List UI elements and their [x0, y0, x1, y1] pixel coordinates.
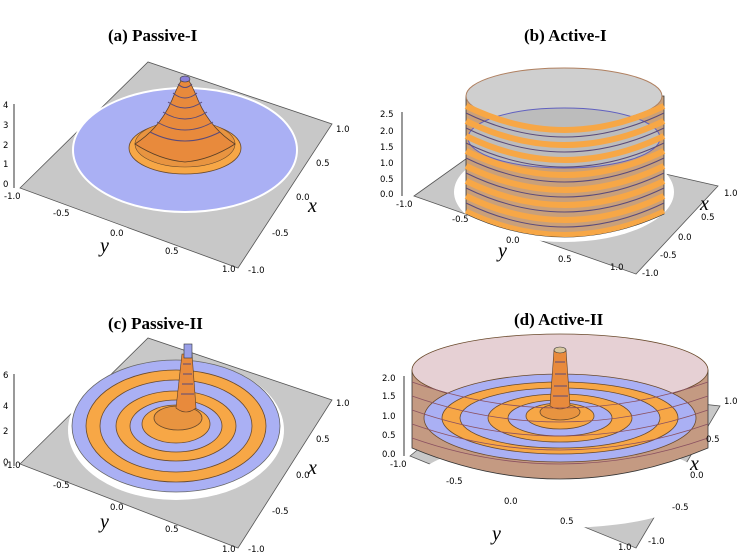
panel-b: (b) Active-I 2.5 2.0 1.5 1.0 0.5 0.0 -1.…: [374, 0, 747, 277]
y-tick: 1.0: [222, 265, 236, 275]
x-tick: 0.5: [316, 435, 330, 445]
z-tick: 1.5: [382, 392, 396, 402]
panel-title: (a) Passive-I: [108, 26, 198, 45]
y-tick: -1.0: [4, 461, 21, 471]
y-axis-label: y: [490, 523, 501, 545]
y-tick: -1.0: [4, 192, 21, 202]
x-tick: 0.0: [690, 471, 704, 481]
z-tick: 2.0: [380, 127, 394, 137]
z-tick: 6: [3, 371, 8, 381]
x-tick: 1.0: [724, 189, 738, 199]
y-tick: 0.0: [504, 497, 518, 507]
z-tick: 4: [3, 101, 8, 111]
x-tick: -1.0: [642, 269, 659, 277]
z-tick: 4: [3, 402, 8, 412]
y-tick: 0.5: [560, 517, 574, 527]
surface-plot-a: 4 3 2 1 0 -1.0 -0.5 0.0 0.5 1.0 y 1.0 0.…: [3, 61, 350, 276]
z-tick: 2: [3, 427, 8, 437]
x-tick: -0.5: [660, 251, 677, 261]
y-tick: 0.0: [110, 503, 124, 513]
y-tick: 0.0: [506, 236, 520, 246]
z-tick: 2.5: [380, 110, 394, 120]
y-tick: -0.5: [53, 481, 70, 491]
x-axis-label: x: [689, 453, 699, 475]
x-tick: 1.0: [336, 125, 350, 135]
z-tick: 0.5: [380, 175, 394, 185]
panel-c: (c) Passive-II 6 4 2 0 -1.0 -0.5 0.0 0.5…: [0, 278, 373, 555]
x-tick: 0.0: [296, 471, 310, 481]
y-tick: -1.0: [390, 460, 407, 470]
z-tick: 1.0: [380, 159, 394, 169]
x-tick: 0.5: [706, 435, 720, 445]
x-tick: -0.5: [272, 229, 289, 239]
x-tick: -1.0: [648, 537, 665, 547]
z-tick: 2: [3, 141, 8, 151]
y-axis-label: y: [496, 240, 507, 262]
y-tick: -1.0: [396, 200, 413, 210]
panel-a: (a) Passive-I 4 3 2 1 0 -1.0 -0.5 0.0 0.…: [0, 0, 373, 277]
z-tick: 0.5: [382, 431, 396, 441]
y-tick: 1.0: [618, 543, 632, 553]
y-tick: 0.0: [110, 229, 124, 239]
x-axis-label: x: [699, 193, 709, 215]
x-tick: 0.0: [678, 233, 692, 243]
z-tick: 1.0: [382, 412, 396, 422]
z-tick: 1: [3, 160, 8, 170]
z-tick: 0.0: [382, 450, 396, 460]
y-tick: 0.5: [165, 525, 179, 535]
z-tick: 1.5: [380, 143, 394, 153]
z-tick: 0.0: [380, 190, 394, 200]
surface-plot-c: 6 4 2 0 -1.0 -0.5 0.0 0.5 1.0 y 1.0 0.5 …: [3, 337, 350, 555]
surface-plot-d: 2.0 1.5 1.0 0.5 0.0 -1.0 -0.5 0.0 0.5 1.…: [382, 333, 738, 553]
x-tick: 1.0: [336, 399, 350, 409]
z-tick: 2.0: [382, 374, 396, 384]
x-tick: -0.5: [672, 503, 689, 513]
x-tick: -1.0: [248, 266, 265, 276]
y-axis-label: y: [98, 235, 109, 257]
x-tick: -1.0: [248, 545, 265, 555]
panel-title: (d) Active-II: [514, 310, 604, 329]
x-tick: 0.5: [701, 213, 715, 223]
z-tick: 0: [3, 180, 8, 190]
z-tick: 0: [3, 458, 8, 468]
y-tick: -0.5: [446, 477, 463, 487]
x-tick: 1.0: [724, 397, 738, 407]
x-axis-label: x: [307, 457, 317, 479]
surface-plot-b: 2.5 2.0 1.5 1.0 0.5 0.0 -1.0 -0.5 0.0 0.…: [380, 67, 738, 277]
y-tick: 0.5: [165, 247, 179, 257]
x-tick: -0.5: [272, 507, 289, 517]
y-tick: -0.5: [53, 209, 70, 219]
y-tick: 0.5: [558, 255, 572, 265]
x-tick: 0.0: [296, 193, 310, 203]
y-tick: 1.0: [610, 263, 624, 273]
z-tick: 3: [3, 121, 8, 131]
y-axis-label: y: [98, 511, 109, 533]
y-tick: 1.0: [222, 545, 236, 555]
panel-title: (c) Passive-II: [108, 314, 203, 333]
x-axis-label: x: [307, 195, 317, 217]
panel-title: (b) Active-I: [524, 26, 607, 45]
x-tick: 0.5: [316, 159, 330, 169]
y-tick: -0.5: [452, 215, 469, 225]
panel-d: (d) Active-II 2.0 1.5 1.0 0.5 0.0 -1.0 -…: [374, 278, 747, 555]
